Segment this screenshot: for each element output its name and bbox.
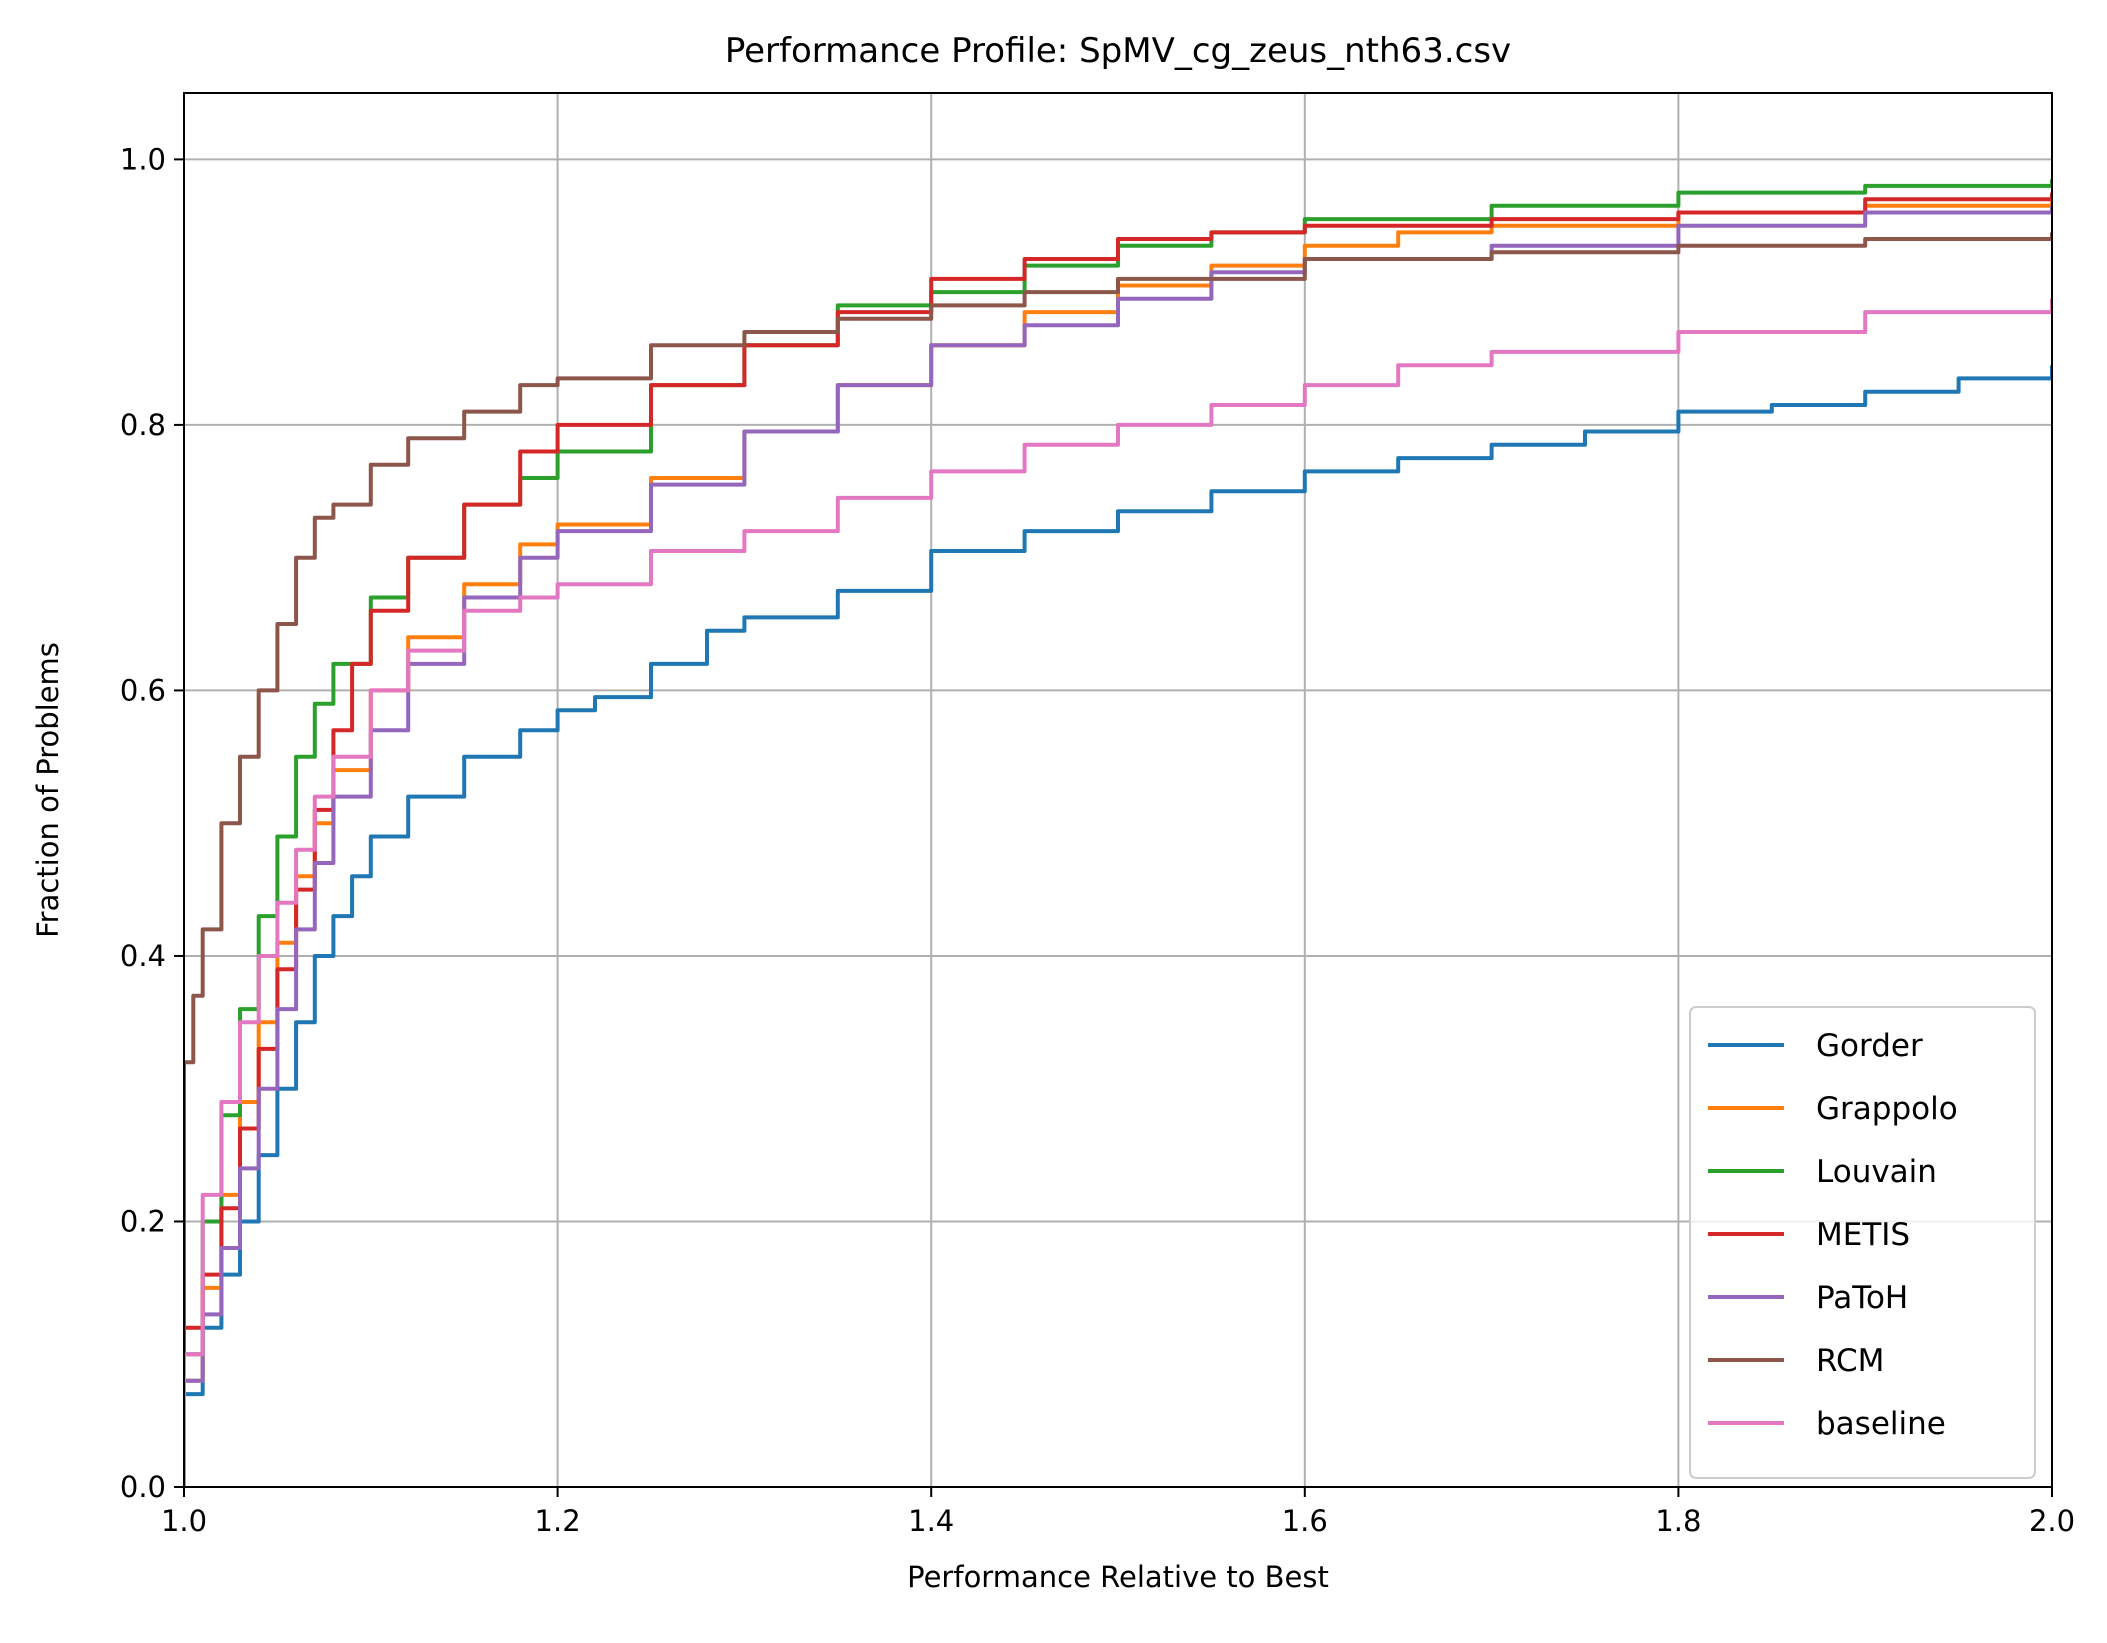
y-tick-label: 0.4: [120, 939, 166, 973]
legend-label-baseline: baseline: [1816, 1406, 1946, 1442]
x-axis-label: Performance Relative to Best: [907, 1560, 1329, 1594]
x-tick-label: 2.0: [2029, 1504, 2075, 1538]
legend-label-louvain: Louvain: [1816, 1154, 1937, 1190]
series-line-gorder: [184, 365, 2052, 1487]
y-tick-label: 0.2: [120, 1204, 166, 1238]
x-tick-label: 1.2: [535, 1504, 581, 1538]
tick-layer: 1.0 1.2 1.4 1.6 1.8 2.0 0.0 0.2 0.4 0.6 0.8 1.0: [120, 142, 2075, 1538]
y-tick-label: 1.0: [120, 142, 166, 176]
legend-label-rcm: RCM: [1816, 1343, 1884, 1379]
y-tick-label: 0.0: [120, 1470, 166, 1504]
x-tick-label: 1.4: [908, 1504, 954, 1538]
y-tick-label: 0.6: [120, 673, 166, 707]
series-layer: [184, 179, 2052, 1487]
x-tick-label: 1.0: [161, 1504, 207, 1538]
legend-label-metis: METIS: [1816, 1217, 1910, 1253]
y-axis-label: Fraction of Problems: [31, 642, 65, 938]
series-line-metis: [184, 192, 2052, 1487]
legend-label-patoh: PaToH: [1816, 1280, 1908, 1316]
series-line-baseline: [184, 298, 2052, 1487]
x-tick-label: 1.6: [1282, 1504, 1328, 1538]
plot-frame: [183, 92, 2053, 1488]
chart-title: Performance Profile: SpMV_cg_zeus_nth63.…: [725, 31, 1511, 71]
legend-label-gorder: Gorder: [1816, 1028, 1923, 1064]
x-tick-label: 1.8: [1655, 1504, 1701, 1538]
legend-label-grappolo: Grappolo: [1816, 1091, 1958, 1127]
y-tick-label: 0.8: [120, 408, 166, 442]
legend: Gorder Grappolo Louvain METIS PaToH RCM baseli…: [1689, 1006, 2036, 1479]
series-line-rcm: [184, 232, 2052, 1487]
